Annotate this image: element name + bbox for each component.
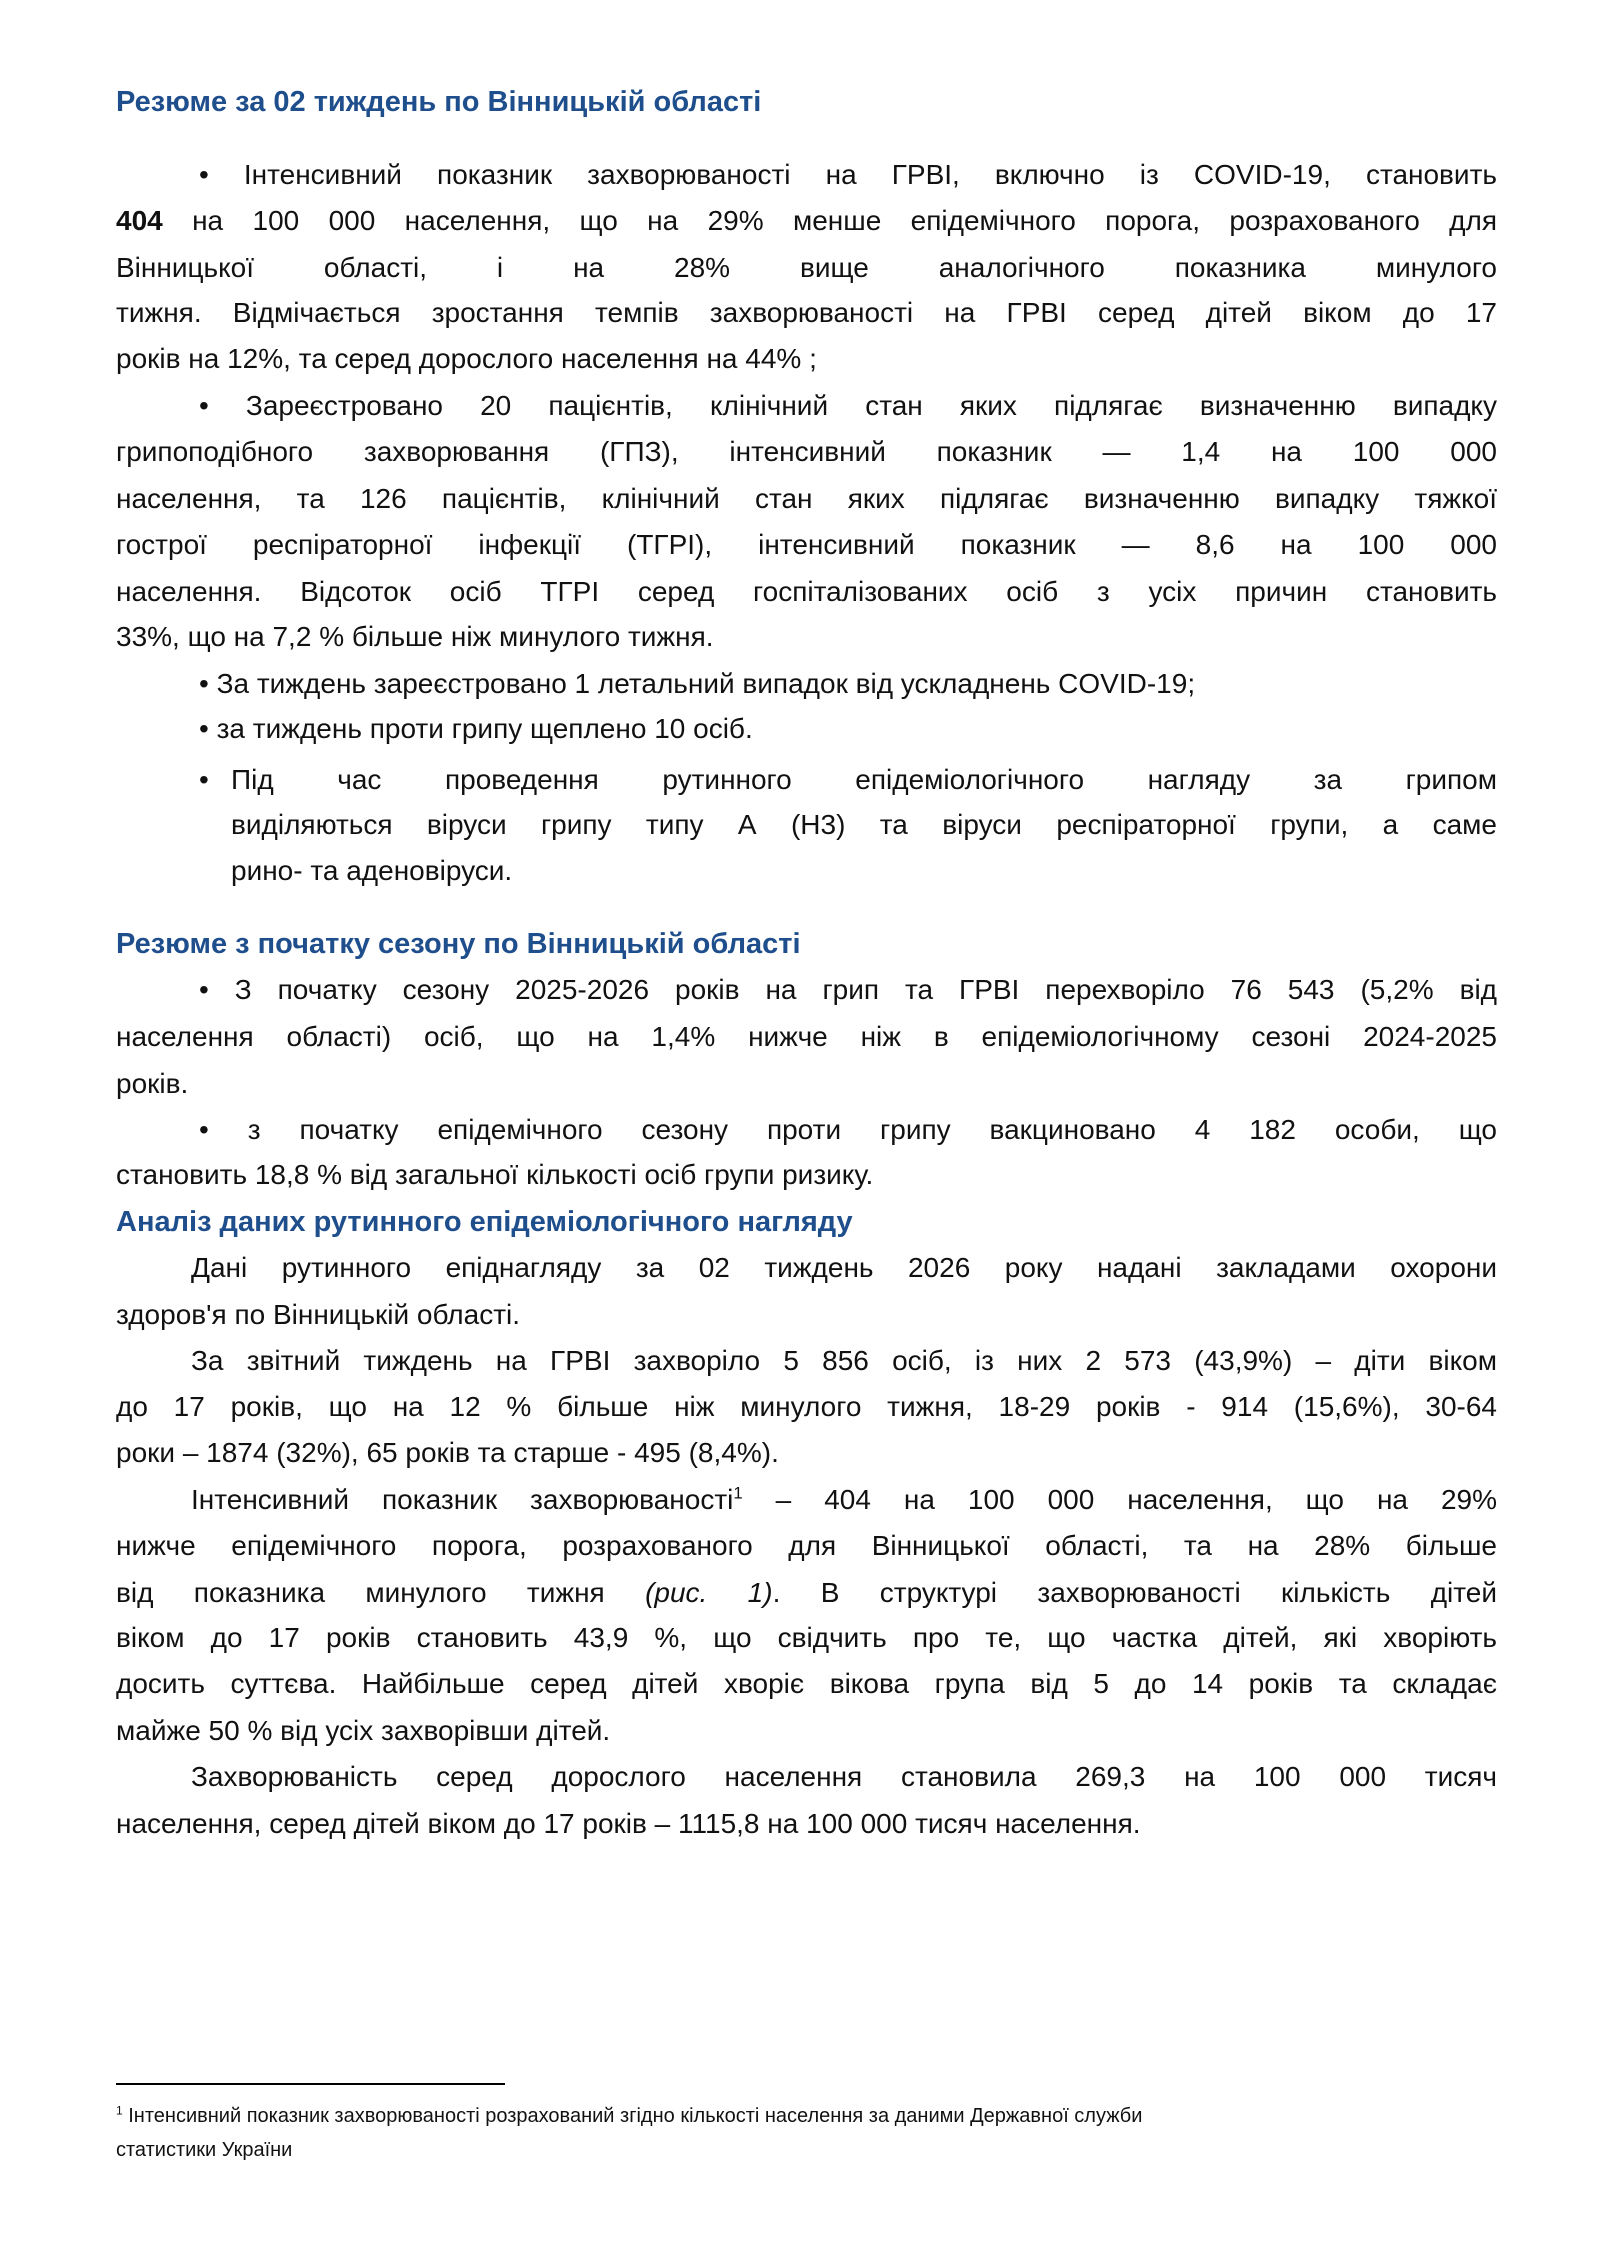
text-line: населення, серед дітей віком до 17 років…	[116, 1808, 1141, 1839]
text-line: • за тиждень проти грипу щеплено 10 осіб…	[199, 713, 753, 744]
text-line: 404 на 100 000 населення, що на 29% менш…	[116, 198, 1497, 244]
text-line: Інтенсивний показник захворюваності1 – 4…	[191, 1477, 1497, 1523]
text-line: населення області) осіб, що на 1,4% нижч…	[116, 1021, 1497, 1052]
text-line: • Зареєстровано 20 пацієнтів, клінічний …	[199, 390, 1497, 421]
text-segment: . В структурі захворюваності кількість д…	[772, 1577, 1497, 1608]
footnote-text: Інтенсивний показник захворюваності розр…	[128, 2105, 1143, 2127]
text-segment: – 404 на 100 000 населення, що на 29%	[742, 1484, 1497, 1515]
text-line: здоров'я по Вінницькій області.	[116, 1299, 521, 1330]
section-heading: Аналіз даних рутинного епідеміологічного…	[116, 1206, 853, 1238]
text-segment: на 100 000 населення, що на 29% менше еп…	[162, 205, 1497, 236]
text-line: населення, та 126 пацієнтів, клінічний с…	[116, 483, 1497, 514]
text-line: • За тиждень зареєстровано 1 летальний в…	[199, 668, 1196, 699]
text-line: років на 12%, та серед дорослого населен…	[116, 343, 817, 374]
text-line: • з початку епідемічного сезону проти гр…	[199, 1114, 1497, 1145]
footnote-divider	[116, 2083, 505, 2085]
text-line: Захворюваність серед дорослого населення…	[191, 1761, 1497, 1792]
section-heading: Резюме з початку сезону по Вінницькій об…	[116, 928, 801, 960]
text-segment: (рис. 1)	[645, 1577, 773, 1608]
text-line: нижче епідемічного порога, розрахованого…	[116, 1530, 1497, 1561]
bullet-icon: •	[199, 764, 209, 795]
text-line: роки – 1874 (32%), 65 років та старше - …	[116, 1437, 779, 1468]
text-line: до 17 років, що на 12 % більше ніж минул…	[116, 1391, 1497, 1422]
text-line: • Інтенсивний показник захворюваності на…	[199, 159, 1497, 190]
text-line: тижня. Відмічається зростання темпів зах…	[116, 297, 1497, 328]
text-line: населення. Відсоток осіб ТГРІ серед госп…	[116, 576, 1497, 607]
footnote-line: 1 Інтенсивний показник захворюваності ро…	[116, 2100, 1142, 2132]
text-line: Вінницької області, і на 28% вище аналог…	[116, 252, 1497, 283]
text-line: грипоподібного захворювання (ГПЗ), інтен…	[116, 436, 1497, 467]
text-segment: від показника минулого тижня	[116, 1577, 646, 1608]
footnote-reference: 1	[733, 1483, 743, 1503]
text-line: майже 50 % від усіх захворівши дітей.	[116, 1715, 611, 1746]
footnote-text: статистики України	[116, 2139, 293, 2161]
text-line: 33%, що на 7,2 % більше ніж минулого тиж…	[116, 621, 714, 652]
text-line: від показника минулого тижня (рис. 1). В…	[116, 1570, 1497, 1616]
text-segment: 404	[116, 205, 163, 236]
text-segment: Інтенсивний показник захворюваності	[191, 1484, 734, 1515]
text-line: • З початку сезону 2025-2026 років на гр…	[199, 974, 1497, 1005]
text-line: виділяються віруси грипу типу А (Н3) та …	[231, 809, 1497, 840]
text-line: Дані рутинного епіднагляду за 02 тиждень…	[191, 1252, 1497, 1283]
text-line: досить суттєва. Найбільше серед дітей хв…	[116, 1668, 1497, 1699]
text-line: гострої респіраторної інфекції (ТГРІ), і…	[116, 529, 1497, 560]
text-line: Під час проведення рутинного епідеміолог…	[231, 764, 1497, 795]
text-line: становить 18,8 % від загальної кількості…	[116, 1159, 874, 1190]
footnote-line: статистики України	[116, 2134, 292, 2166]
text-line: За звітний тиждень на ГРВІ захворіло 5 8…	[191, 1345, 1497, 1376]
footnote-marker: 1	[116, 2103, 123, 2118]
text-line: рино- та аденовіруси.	[231, 855, 513, 886]
text-line: років.	[116, 1068, 189, 1099]
text-line: віком до 17 років становить 43,9 %, що с…	[116, 1622, 1497, 1653]
section-heading: Резюме за 02 тиждень по Вінницькій облас…	[116, 86, 762, 118]
